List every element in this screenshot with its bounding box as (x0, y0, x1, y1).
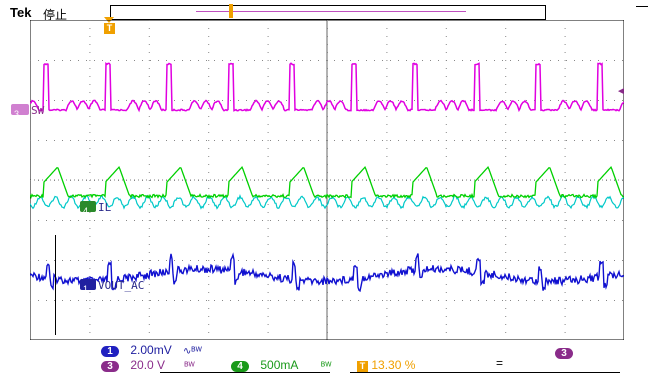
trigger-T-icon: T (104, 23, 115, 34)
ch3-readout[interactable]: 3 20.0 V ᴮᵂ (101, 358, 195, 372)
il-channel-marker-num: 4 (83, 206, 89, 216)
right-badge[interactable]: 3 (555, 343, 573, 361)
left-edge-marker (55, 235, 56, 335)
record-trigger-marker (229, 4, 233, 18)
sw-channel-marker-num: 3 (14, 109, 20, 119)
il-waveform-cyan (30, 193, 624, 210)
ch1-badge: 1 (101, 346, 119, 357)
top-right-dash (636, 6, 648, 7)
vout-channel-label: VOUT_AC (98, 279, 145, 292)
ch4-readout[interactable]: 4 500mA ᴮᵂ (231, 358, 331, 372)
ch3-coupling-icon: ᴮᵂ (184, 361, 195, 372)
vout-channel-marker[interactable]: 1 (80, 279, 96, 294)
ch4-scale: 500mA (260, 358, 298, 372)
ch4-coupling-icon: ᴮᵂ (321, 361, 332, 372)
readout-underline-left (160, 372, 330, 373)
vout-channel-marker-num: 1 (83, 284, 89, 294)
readout-underline (350, 372, 620, 373)
graticule (30, 20, 624, 340)
equals-sign: = (496, 356, 504, 370)
grid-dots (30, 20, 623, 333)
record-length-bar[interactable] (110, 4, 546, 20)
trigger-level-icon[interactable]: ◄ (616, 86, 626, 97)
sw-channel-marker[interactable]: 3 (11, 104, 29, 119)
il-channel-marker[interactable]: 4 (80, 201, 96, 216)
il-waveform (30, 166, 624, 200)
il-channel-label: IL (98, 201, 112, 214)
sw-channel-label: SW (31, 104, 45, 117)
trigger-pos-icon: T (357, 361, 368, 372)
trigger-position-readout[interactable]: T 13.30 % (357, 358, 415, 372)
ch1-coupling-icon: ∿ᴮᵂ (183, 346, 202, 357)
ch1-scale: 2.00mV (130, 343, 172, 357)
waveform-display[interactable] (30, 20, 624, 340)
ch3-scale: 20.0 V (130, 358, 166, 372)
run-state-label: 停止 (43, 8, 68, 22)
ch1-readout[interactable]: 1 2.00mV ∿ᴮᵂ (101, 343, 202, 357)
trigger-pos-value: 13.30 % (371, 358, 416, 372)
right-badge-num: 3 (555, 348, 573, 359)
ch4-badge: 4 (231, 361, 249, 372)
brand-label: Tek (10, 5, 32, 20)
record-window-line (196, 11, 466, 12)
vout-ac-waveform (30, 252, 624, 293)
sw-waveform (30, 61, 624, 113)
ch3-badge: 3 (101, 361, 119, 372)
